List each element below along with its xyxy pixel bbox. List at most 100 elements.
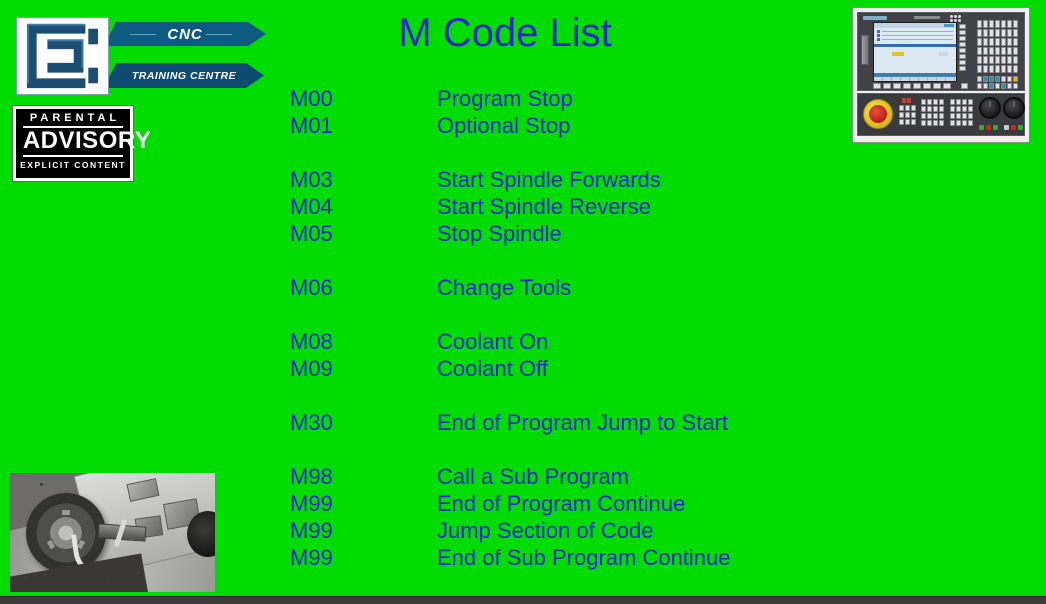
panel-key [950, 99, 955, 105]
panel-key [956, 113, 961, 119]
panel-key [911, 112, 916, 118]
control-panel-upper-section [857, 12, 1025, 91]
panel-key [1001, 76, 1006, 82]
spindle-override-knob [1003, 97, 1025, 119]
mcode-code: M00 [290, 86, 333, 111]
logo-banner-training-centre: TRAINING CENTRE [104, 63, 264, 88]
panel-key [933, 83, 941, 89]
panel-led [958, 19, 961, 22]
panel-key [1001, 29, 1006, 37]
logo-bracket-glyph [26, 23, 99, 89]
panel-key [905, 119, 910, 125]
siemens-logo [863, 16, 887, 20]
panel-screen [873, 22, 957, 82]
screen-chip [939, 52, 948, 56]
panel-key [968, 106, 973, 112]
panel-key [1007, 38, 1012, 46]
mcode-description: End of Sub Program Continue [437, 545, 731, 570]
panel-key [1013, 29, 1018, 37]
mcode-row: M08 Coolant On [290, 328, 731, 355]
chuck-jaw [45, 538, 57, 551]
mcode-description: Coolant On [437, 329, 549, 354]
panel-key [939, 106, 944, 112]
mcode-group: M08 Coolant On M09 Coolant Off [290, 328, 731, 382]
panel-key [1013, 38, 1018, 46]
panel-led [958, 15, 961, 18]
lathe-photo-detail [24, 577, 27, 580]
red-button [1011, 125, 1016, 130]
panel-model-text [914, 16, 940, 19]
advisory-line-advisory: ADVISORY [22, 128, 151, 157]
machine-key-cluster [950, 99, 973, 126]
mcode-code: M08 [290, 329, 333, 354]
panel-key [1007, 47, 1012, 55]
panel-key [983, 56, 988, 64]
panel-key [905, 112, 910, 118]
mcode-description: Coolant Off [437, 356, 548, 381]
machine-key-cluster [899, 105, 916, 125]
screen-table-line [877, 30, 953, 33]
screen-table-line [877, 38, 953, 41]
mcode-code: M99 [290, 518, 333, 543]
panel-key [983, 83, 988, 89]
panel-key [1007, 76, 1012, 82]
chuck-jaw [61, 509, 71, 516]
panel-key [956, 120, 961, 126]
feed-override-knob [979, 97, 1001, 119]
screen-divider-bar [874, 44, 956, 47]
panel-key [977, 56, 982, 64]
emergency-stop-button [863, 99, 893, 129]
mcode-row: M04 Start Spindle Reverse [290, 193, 731, 220]
alpha-numeric-keypad [977, 20, 1018, 73]
panel-key [950, 106, 955, 112]
lathe-photo-detail [40, 483, 43, 486]
panel-key [899, 119, 904, 125]
cnc-training-centre-logo-icon [16, 17, 109, 95]
mcode-row: M09 Coolant Off [290, 355, 731, 382]
panel-card-slot [861, 35, 869, 65]
panel-key [933, 99, 938, 105]
mcode-group: M00 Program Stop M01 Optional Stop [290, 85, 731, 139]
panel-key [995, 47, 1000, 55]
panel-key [959, 36, 966, 41]
panel-led [954, 19, 957, 22]
panel-key [913, 83, 921, 89]
panel-key [962, 120, 967, 126]
screen-softkey-labels [874, 77, 956, 81]
panel-key [995, 29, 1000, 37]
panel-key [1013, 47, 1018, 55]
panel-led [950, 19, 953, 22]
panel-key [995, 56, 1000, 64]
screen-status-bar [874, 73, 956, 77]
panel-key [921, 120, 926, 126]
emergency-stop-red-cap [869, 105, 887, 123]
panel-key [977, 76, 982, 82]
panel-key [959, 30, 966, 35]
panel-key [1013, 56, 1018, 64]
panel-key [995, 83, 1000, 89]
panel-key [921, 99, 926, 105]
cycle-buttons [1004, 125, 1023, 130]
panel-key [968, 99, 973, 105]
panel-key [933, 120, 938, 126]
panel-key [968, 120, 973, 126]
panel-key [873, 83, 881, 89]
mcode-code: M03 [290, 167, 333, 192]
panel-key [989, 65, 994, 73]
mcode-description: End of Program Jump to Start [437, 410, 729, 435]
green-button [993, 125, 998, 130]
panel-key [911, 105, 916, 111]
panel-key [883, 83, 891, 89]
panel-led-grid [950, 15, 961, 22]
logo-banner-training-centre-label: TRAINING CENTRE [131, 69, 237, 82]
panel-key [923, 83, 931, 89]
horizontal-softkeys [873, 83, 951, 89]
lathe-chuck [26, 493, 106, 573]
indicator-light [907, 98, 911, 103]
panel-key [905, 105, 910, 111]
logo-banner-cnc: CNC [104, 22, 266, 46]
panel-key [939, 99, 944, 105]
panel-led [950, 15, 953, 18]
panel-key [950, 120, 955, 126]
control-panel-image [852, 7, 1030, 143]
